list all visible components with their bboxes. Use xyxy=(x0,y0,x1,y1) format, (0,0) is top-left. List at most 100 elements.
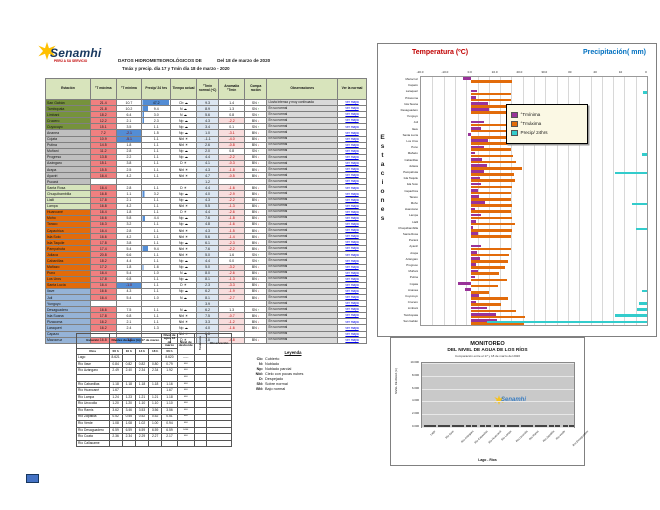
tmin-bar xyxy=(465,288,471,291)
chart-row xyxy=(421,89,647,96)
river-row: Río Lampa 1.24 1.23 1.21 1.21 1.18 *** xyxy=(76,393,232,402)
map-link[interactable]: ver mapa xyxy=(345,215,359,220)
chart-row xyxy=(421,151,647,158)
precip-bar xyxy=(641,153,647,156)
river-col-station: Estación xyxy=(76,333,110,349)
chart-row xyxy=(421,139,647,145)
level17-bar xyxy=(535,425,541,427)
tmin-bar xyxy=(470,226,474,229)
map-link[interactable]: ver mapa xyxy=(345,337,359,342)
tmax-bar xyxy=(470,322,524,325)
river-level17-cell: 1.18 xyxy=(148,380,163,389)
river-chart-title2: DEL NIVEL DE AGUA DE LOS RÍOS xyxy=(447,348,528,353)
tmax-bar xyxy=(470,148,512,151)
chart-station-label: Llalli xyxy=(412,219,418,224)
chart-station-label: Putina xyxy=(409,275,418,280)
map-link[interactable]: ver mapa xyxy=(345,295,359,300)
map-link[interactable]: ver mapa xyxy=(345,155,359,160)
map-link[interactable]: ver mapa xyxy=(345,222,359,227)
map-link[interactable]: ver mapa xyxy=(345,240,359,245)
footer-marker-icon[interactable] xyxy=(26,474,39,483)
map-link[interactable]: ver mapa xyxy=(345,112,359,117)
map-link[interactable]: ver mapa xyxy=(345,234,359,239)
map-link[interactable]: ver mapa xyxy=(345,106,359,111)
map-link[interactable]: ver mapa xyxy=(345,246,359,251)
comparison-code: SN xyxy=(251,149,258,154)
level18-bar xyxy=(430,425,436,427)
map-link[interactable]: ver mapa xyxy=(345,118,359,123)
chart-legend-label: Precip/ 24hrs xyxy=(520,130,548,136)
river-level17-cell: 1.08 xyxy=(121,420,136,428)
tmax-bar xyxy=(470,284,498,288)
map-link[interactable]: ver mapa xyxy=(345,283,359,288)
map-link[interactable]: ver mapa xyxy=(345,161,359,166)
map-link[interactable]: ver mapa xyxy=(345,258,359,263)
tmax-bar xyxy=(470,191,512,195)
bar-group xyxy=(521,425,533,427)
river-level17-cell: 2.27 xyxy=(148,433,163,441)
comparison-code: BN xyxy=(251,295,258,300)
map-link[interactable]: ver mapa xyxy=(345,252,359,257)
chart-row xyxy=(421,275,647,282)
river-level17-cell: 0.52 xyxy=(148,413,163,422)
river-x-label: Río Verde xyxy=(555,430,567,441)
river-obs-cell xyxy=(206,433,232,441)
map-link[interactable]: ver mapa xyxy=(345,124,359,129)
arrow-down-icon: ↓ xyxy=(257,265,260,270)
tmax-bar xyxy=(470,216,513,220)
map-link[interactable]: ver mapa xyxy=(345,197,359,202)
river-level17-cell: 1.10 xyxy=(134,400,150,408)
river-obs-cell xyxy=(206,439,232,448)
chart-row xyxy=(421,170,647,176)
map-link[interactable]: ver mapa xyxy=(345,270,359,275)
map-link[interactable]: ver mapa xyxy=(345,276,359,281)
x-tick: 10 xyxy=(618,70,623,74)
precip-bar xyxy=(487,320,647,324)
level18-bar xyxy=(568,425,575,427)
y-tick: 4.000 xyxy=(412,398,419,403)
map-link[interactable]: ver mapa xyxy=(345,136,359,141)
tmin-bar xyxy=(470,250,477,254)
arrow-down-icon: ↓ xyxy=(257,167,260,172)
map-link[interactable]: ver mapa xyxy=(345,203,359,208)
comparison-code: SN xyxy=(251,112,258,117)
river-level17-cell: 0.52 xyxy=(134,413,150,422)
chart-station-label: Isla Soto xyxy=(406,182,418,187)
map-link[interactable]: ver mapa xyxy=(345,319,359,324)
map-link[interactable]: ver mapa xyxy=(345,185,359,190)
map-link[interactable]: ver mapa xyxy=(345,313,359,318)
map-link[interactable]: ver mapa xyxy=(345,179,359,184)
tmin-bar xyxy=(470,188,478,192)
map-link[interactable]: ver mapa xyxy=(345,191,359,196)
map-link[interactable]: ver mapa xyxy=(345,289,359,294)
map-link[interactable]: ver mapa xyxy=(345,148,359,153)
map-link[interactable]: ver mapa xyxy=(345,167,359,172)
map-link[interactable]: ver mapa xyxy=(345,209,359,214)
map-link[interactable]: ver mapa xyxy=(345,173,359,178)
bar-group xyxy=(438,425,450,427)
map-link[interactable]: ver mapa xyxy=(345,142,359,147)
river-overflow-cell: *** xyxy=(176,400,195,408)
map-link[interactable]: ver mapa xyxy=(345,331,359,336)
map-link[interactable]: ver mapa xyxy=(345,325,359,330)
map-link[interactable]: ver mapa xyxy=(345,264,359,269)
chart-row xyxy=(421,257,647,263)
map-link[interactable]: ver mapa xyxy=(345,307,359,312)
map-link[interactable]: ver mapa xyxy=(345,130,359,135)
comparison-code: SN xyxy=(251,106,258,111)
chart-station-label: Pucará xyxy=(408,238,418,243)
map-link[interactable]: ver mapa xyxy=(345,100,359,105)
tmin-bar xyxy=(470,108,490,111)
gridline xyxy=(511,77,512,325)
legend-item: Nbl: Cielo con pocas nubes xyxy=(247,372,339,376)
river-x-label: Río Zapatilla xyxy=(542,430,556,443)
map-link[interactable]: ver mapa xyxy=(345,228,359,233)
map-link[interactable]: ver mapa xyxy=(345,301,359,306)
river-col-overflow: Nivel de desborde xyxy=(176,332,195,356)
level17-bar xyxy=(507,425,513,427)
chart-station-label: Desaguadero xyxy=(400,108,418,112)
bar-group xyxy=(479,425,492,427)
tmin-bar xyxy=(470,182,482,186)
table-row: Mañazo 17.2 1.8 1.6 Np ☁ 5.0 -3.2 BN ↓ En su nor… xyxy=(45,263,367,271)
chart-row xyxy=(421,213,647,220)
